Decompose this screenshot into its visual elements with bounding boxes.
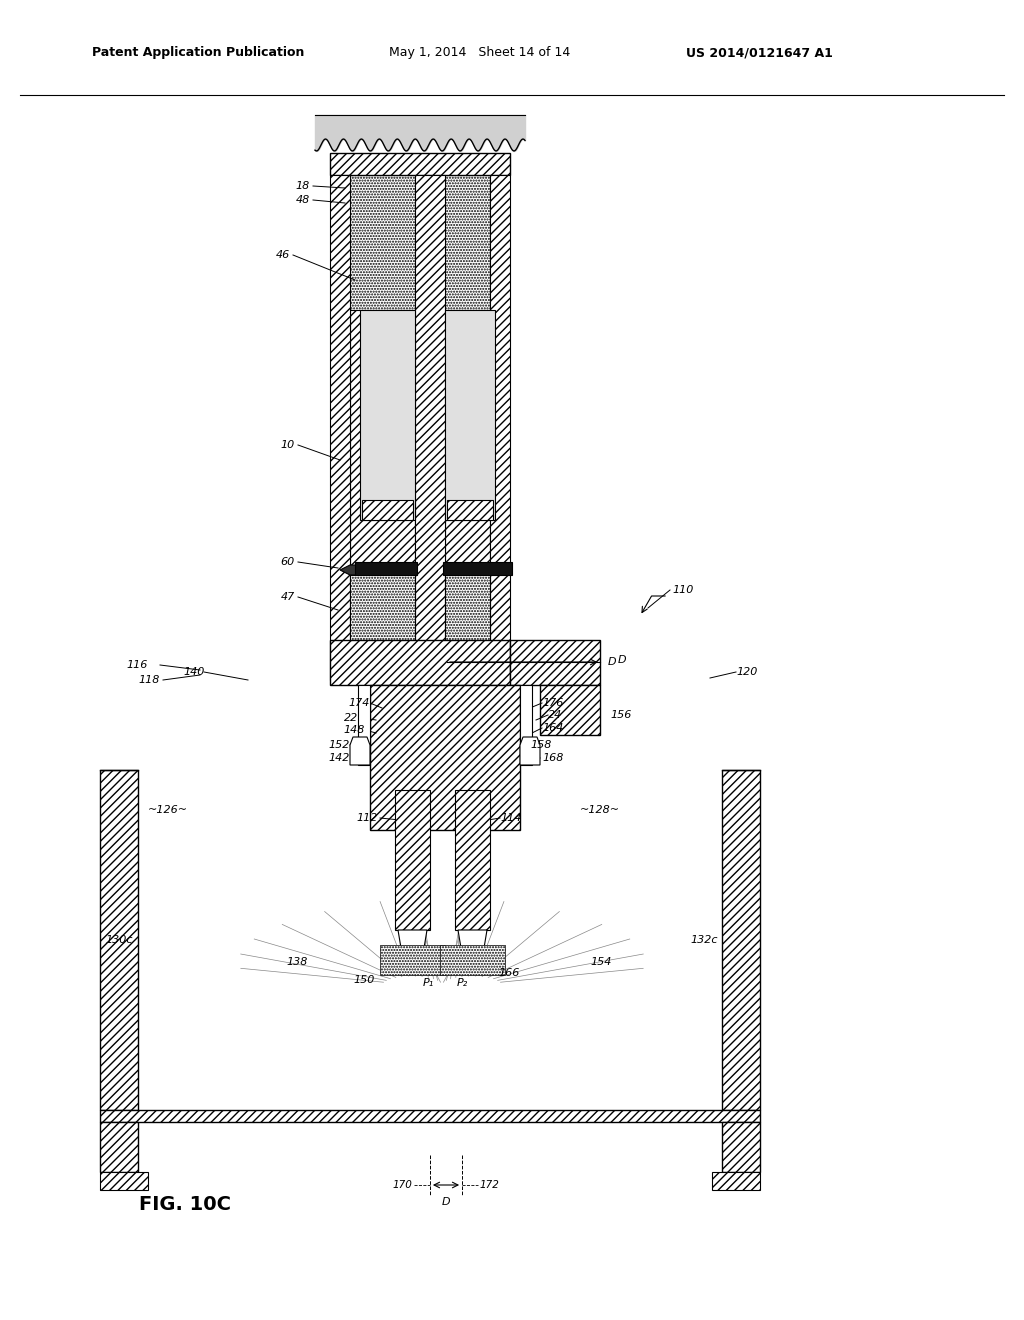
Bar <box>722 1122 760 1172</box>
Text: 156: 156 <box>610 710 632 719</box>
Text: 154: 154 <box>590 957 611 968</box>
Polygon shape <box>100 1172 148 1191</box>
Polygon shape <box>398 931 427 960</box>
Bar <box>330 153 510 176</box>
Text: US 2014/0121647 A1: US 2014/0121647 A1 <box>686 46 833 59</box>
Polygon shape <box>355 562 417 576</box>
Text: 114: 114 <box>500 813 521 822</box>
Text: 148: 148 <box>344 725 365 735</box>
Text: 22: 22 <box>344 713 358 723</box>
Text: May 1, 2014   Sheet 14 of 14: May 1, 2014 Sheet 14 of 14 <box>389 46 570 59</box>
Bar <box>445 310 490 570</box>
Text: 132c: 132c <box>690 935 718 945</box>
Text: 120: 120 <box>736 667 758 677</box>
Text: 140: 140 <box>183 667 205 677</box>
Text: 130c: 130c <box>105 935 132 945</box>
Polygon shape <box>520 737 540 766</box>
Text: 60: 60 <box>281 557 295 568</box>
Text: 10: 10 <box>281 440 295 450</box>
Bar <box>100 1110 760 1122</box>
Bar <box>520 685 532 766</box>
Bar <box>330 176 350 680</box>
Text: 158: 158 <box>530 741 551 750</box>
Text: ~128~: ~128~ <box>580 805 621 814</box>
Bar <box>350 310 415 570</box>
Text: 142: 142 <box>329 752 350 763</box>
Text: 24: 24 <box>548 710 562 719</box>
Bar <box>445 310 495 520</box>
Bar <box>362 500 413 520</box>
Bar <box>380 945 445 975</box>
Text: 168: 168 <box>542 752 563 763</box>
Text: 176: 176 <box>542 698 563 708</box>
Text: P₁: P₁ <box>422 978 433 987</box>
Text: FIG. 10C: FIG. 10C <box>139 1196 231 1214</box>
Bar <box>100 1122 138 1172</box>
Text: 138: 138 <box>287 957 308 968</box>
Text: 18: 18 <box>296 181 310 191</box>
Bar <box>360 310 415 520</box>
Text: 170: 170 <box>392 1180 412 1191</box>
Bar <box>540 685 600 735</box>
Polygon shape <box>458 931 487 960</box>
Polygon shape <box>340 565 370 576</box>
Bar <box>100 770 138 1110</box>
Bar <box>330 640 510 685</box>
Bar <box>358 685 370 766</box>
Text: 46: 46 <box>275 249 290 260</box>
Text: 112: 112 <box>356 813 378 822</box>
Text: 118: 118 <box>138 675 160 685</box>
Bar <box>415 176 445 680</box>
Text: D: D <box>608 657 616 667</box>
Text: 116: 116 <box>127 660 148 671</box>
Text: 47: 47 <box>281 591 295 602</box>
Text: 110: 110 <box>672 585 693 595</box>
Bar <box>440 945 505 975</box>
Text: 152: 152 <box>329 741 350 750</box>
Text: 164: 164 <box>542 723 563 733</box>
Bar <box>350 576 415 640</box>
Text: 48: 48 <box>296 195 310 205</box>
Bar <box>510 640 600 685</box>
Text: P₂: P₂ <box>457 978 468 987</box>
Text: ~126~: ~126~ <box>148 805 188 814</box>
Polygon shape <box>350 737 370 766</box>
Text: D: D <box>618 655 627 665</box>
Bar <box>722 770 760 1110</box>
Bar <box>395 789 430 931</box>
Polygon shape <box>712 1172 760 1191</box>
Text: 172: 172 <box>480 1180 500 1191</box>
Text: 174: 174 <box>348 698 370 708</box>
Bar <box>490 176 510 680</box>
Bar <box>447 500 493 520</box>
Bar <box>350 176 490 310</box>
Text: 150: 150 <box>353 975 375 985</box>
Bar <box>455 789 490 931</box>
Text: D: D <box>441 1197 451 1206</box>
Text: Patent Application Publication: Patent Application Publication <box>92 46 304 59</box>
Bar <box>370 685 520 830</box>
Bar <box>445 576 490 640</box>
Polygon shape <box>443 562 512 576</box>
Text: 166: 166 <box>498 968 519 978</box>
